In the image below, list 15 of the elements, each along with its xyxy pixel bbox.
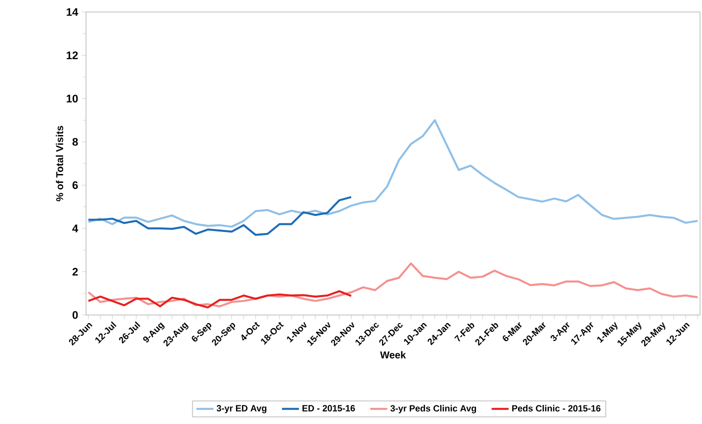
y-tick-label: 12: [66, 51, 78, 60]
y-tick-label: 0: [72, 311, 78, 319]
y-axis-title: % of Total Visits: [56, 126, 64, 202]
legend-label: ED - 2015-16: [302, 405, 355, 412]
legend-label: Peds Clinic - 2015-16: [512, 404, 600, 412]
legend-label: 3-yr Peds Clinic Avg: [390, 404, 476, 414]
y-tick-label: 2: [72, 268, 78, 276]
y-tick-label: 8: [72, 138, 78, 146]
x-axis-title: Week: [380, 351, 406, 358]
line-series: [87, 290, 352, 308]
y-tick-label: 6: [72, 181, 78, 190]
y-tick-label: 14: [66, 8, 78, 16]
legend-label: 3-yr ED Avg: [216, 405, 266, 414]
y-tick-label: 10: [66, 94, 78, 102]
y-tick-label: 4: [72, 224, 78, 232]
